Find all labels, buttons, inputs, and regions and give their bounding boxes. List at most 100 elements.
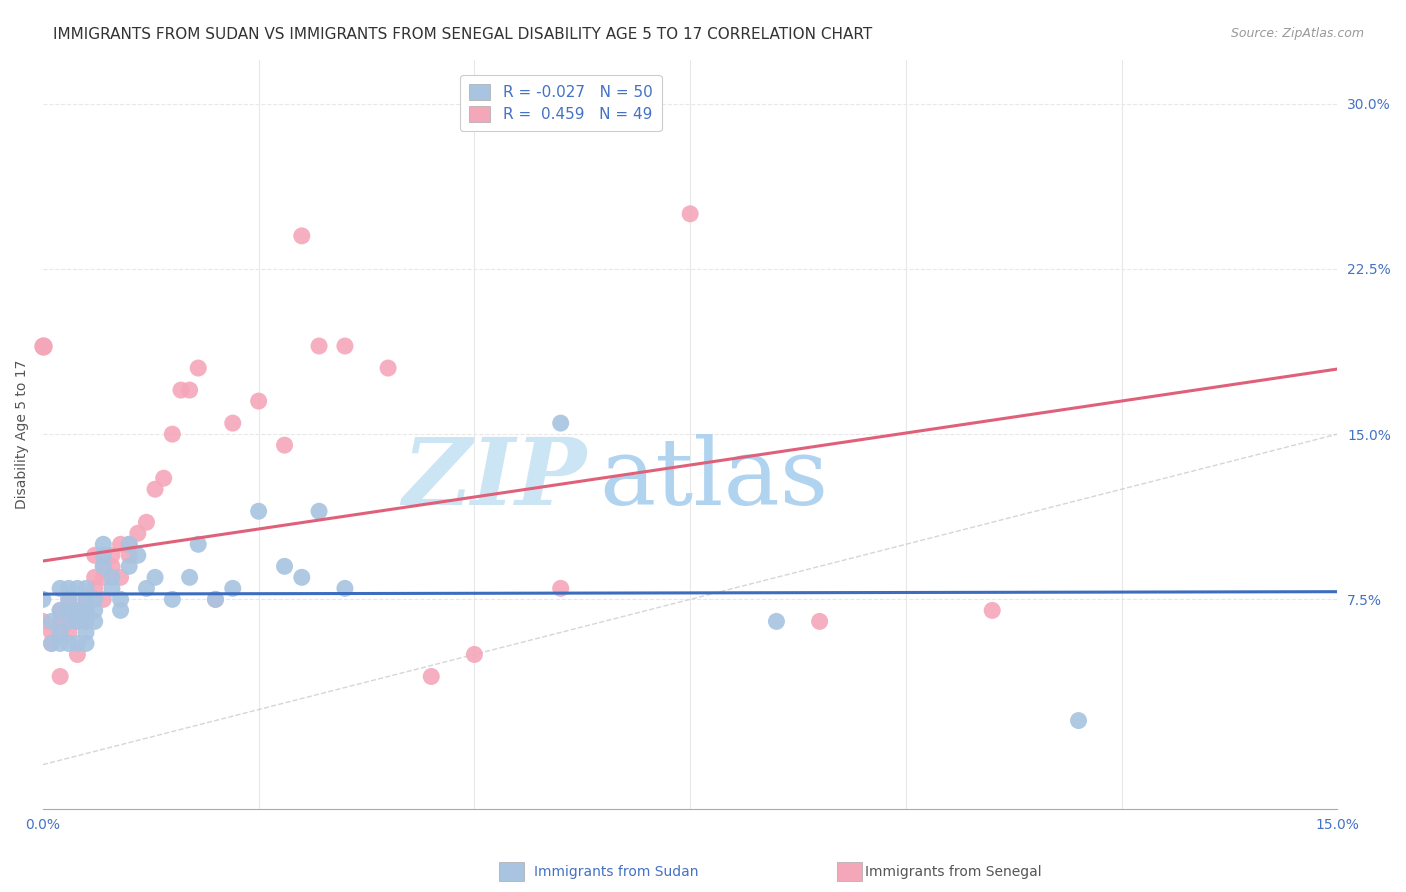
Point — [118, 537, 141, 551]
Point — [75, 603, 97, 617]
Point — [32, 339, 55, 353]
Point — [41, 625, 63, 640]
Point — [66, 636, 89, 650]
Point — [41, 615, 63, 629]
Point — [91, 559, 114, 574]
Point — [32, 615, 55, 629]
Point — [291, 228, 314, 243]
Point — [83, 592, 105, 607]
Point — [66, 603, 89, 617]
Point — [49, 603, 72, 617]
Point — [75, 592, 97, 607]
Point — [66, 648, 89, 662]
Point — [58, 636, 80, 650]
Point — [333, 339, 356, 353]
Point — [91, 549, 114, 563]
Point — [1067, 714, 1090, 728]
Point — [75, 582, 97, 596]
Point — [420, 669, 443, 683]
Point — [41, 636, 63, 650]
Point — [162, 592, 184, 607]
Point — [204, 592, 226, 607]
Point — [463, 648, 485, 662]
Point — [49, 615, 72, 629]
Point — [75, 615, 97, 629]
Point — [679, 207, 702, 221]
Point — [291, 570, 314, 584]
Point — [66, 582, 89, 596]
Text: Immigrants from Senegal: Immigrants from Senegal — [865, 865, 1042, 880]
Point — [273, 438, 295, 452]
Text: IMMIGRANTS FROM SUDAN VS IMMIGRANTS FROM SENEGAL DISABILITY AGE 5 TO 17 CORRELAT: IMMIGRANTS FROM SUDAN VS IMMIGRANTS FROM… — [53, 27, 873, 42]
Text: atlas: atlas — [599, 434, 828, 524]
Point — [247, 504, 270, 518]
Point — [91, 592, 114, 607]
Point — [765, 615, 787, 629]
Point — [49, 636, 72, 650]
Point — [58, 603, 80, 617]
Point — [127, 549, 149, 563]
Point — [808, 615, 831, 629]
Point — [222, 582, 245, 596]
Point — [308, 339, 330, 353]
Point — [162, 427, 184, 442]
Point — [127, 526, 149, 541]
Point — [110, 570, 132, 584]
Point — [204, 592, 226, 607]
Point — [41, 636, 63, 650]
Point — [66, 615, 89, 629]
Point — [187, 361, 209, 376]
Point — [66, 603, 89, 617]
Point — [58, 615, 80, 629]
Point — [83, 549, 105, 563]
Point — [75, 636, 97, 650]
Point — [135, 582, 157, 596]
Point — [187, 537, 209, 551]
Point — [101, 559, 124, 574]
Point — [75, 625, 97, 640]
Point — [152, 471, 174, 485]
Point — [143, 570, 166, 584]
Point — [75, 615, 97, 629]
Point — [101, 549, 124, 563]
Point — [222, 416, 245, 430]
Point — [247, 394, 270, 409]
Point — [91, 570, 114, 584]
Point — [550, 416, 572, 430]
Point — [135, 515, 157, 529]
Point — [333, 582, 356, 596]
Point — [377, 361, 399, 376]
Point — [179, 570, 201, 584]
Point — [118, 559, 141, 574]
Point — [58, 592, 80, 607]
Point — [49, 582, 72, 596]
Point — [58, 625, 80, 640]
Point — [110, 603, 132, 617]
Point — [58, 582, 80, 596]
Point — [58, 615, 80, 629]
Point — [110, 537, 132, 551]
Text: Source: ZipAtlas.com: Source: ZipAtlas.com — [1230, 27, 1364, 40]
Point — [58, 592, 80, 607]
Point — [550, 582, 572, 596]
Point — [83, 582, 105, 596]
Point — [83, 603, 105, 617]
Point — [49, 669, 72, 683]
Point — [179, 383, 201, 397]
Point — [32, 592, 55, 607]
Point — [273, 559, 295, 574]
Point — [66, 615, 89, 629]
Point — [110, 592, 132, 607]
Point — [101, 570, 124, 584]
Point — [91, 537, 114, 551]
Point — [170, 383, 193, 397]
Point — [49, 603, 72, 617]
Point — [143, 482, 166, 496]
Text: Immigrants from Sudan: Immigrants from Sudan — [534, 865, 699, 880]
Point — [308, 504, 330, 518]
Point — [981, 603, 1004, 617]
Text: ZIP: ZIP — [402, 434, 586, 524]
Point — [118, 549, 141, 563]
Point — [75, 592, 97, 607]
Point — [91, 559, 114, 574]
